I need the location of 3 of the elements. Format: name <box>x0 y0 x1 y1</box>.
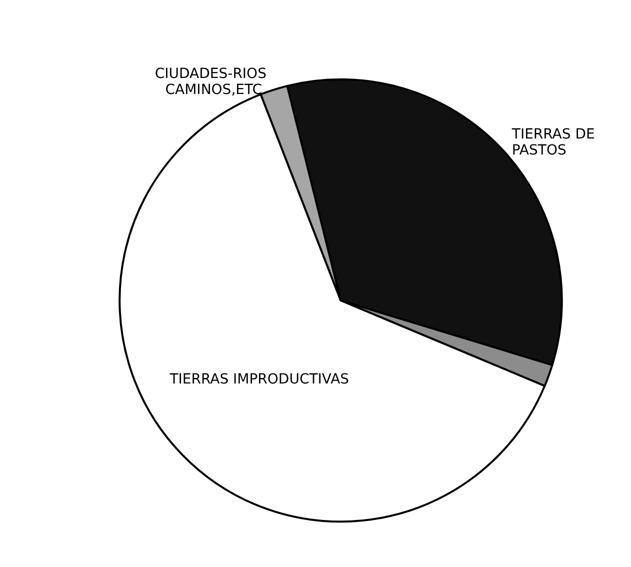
slice-label: TIERRAS IMPRODUCTIVAS <box>168 372 350 388</box>
slice-label: TIERRAS DE PASTOS <box>510 126 595 159</box>
slice-label: CIUDADES-RIOS CAMINOS,ETC. <box>154 66 267 98</box>
